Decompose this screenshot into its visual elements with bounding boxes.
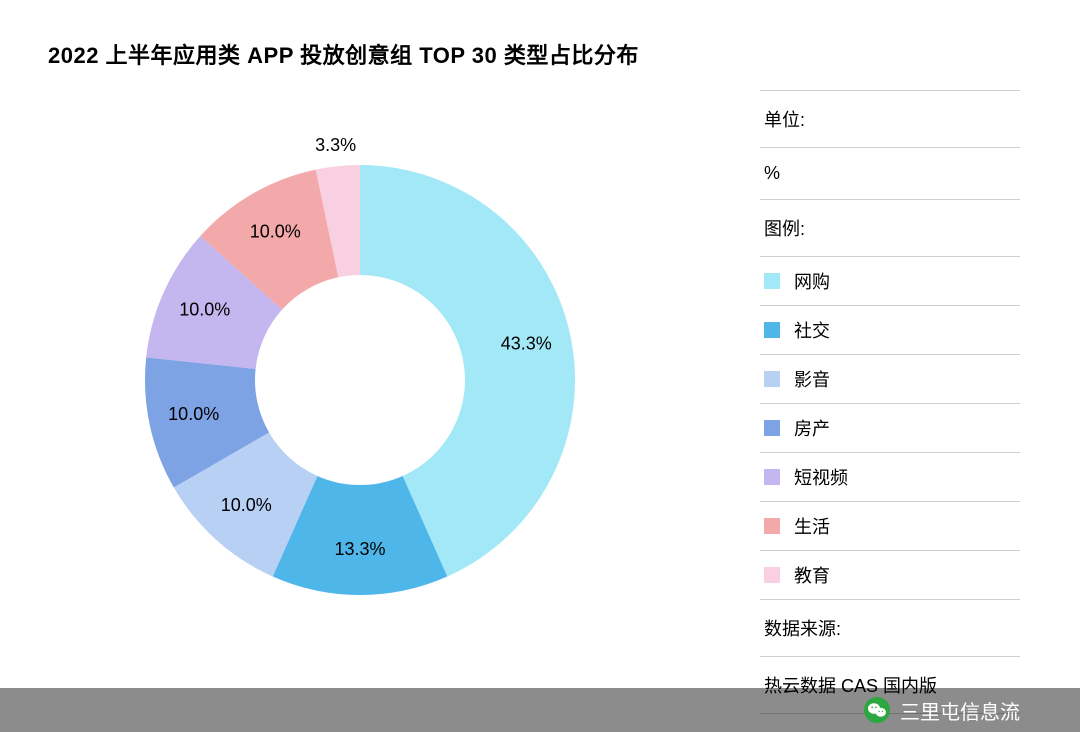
slice-label: 43.3%	[501, 333, 552, 353]
legend-swatch	[764, 518, 780, 534]
footer-bar: 三里屯信息流	[0, 688, 1080, 732]
legend-label: 网购	[794, 268, 830, 294]
legend-item: 社交	[760, 305, 1020, 354]
slice-label: 3.3%	[315, 135, 356, 155]
legend-item: 网购	[760, 256, 1020, 305]
slice-label: 10.0%	[179, 299, 230, 319]
legend-swatch	[764, 273, 780, 289]
legend-swatch	[764, 420, 780, 436]
side-panel: 单位: % 图例: 网购社交影音房产短视频生活教育 数据来源: 热云数据 CAS…	[760, 90, 1020, 714]
legend-label: 短视频	[794, 464, 848, 490]
donut-chart: 43.3% 13.3% 10.0% 10.0% 10.0% 10.0% 3.3%	[60, 90, 660, 650]
legend-item: 房产	[760, 403, 1020, 452]
legend-list: 网购社交影音房产短视频生活教育	[760, 256, 1020, 599]
legend-label: 社交	[794, 317, 830, 343]
legend-item: 教育	[760, 550, 1020, 599]
slice-label: 10.0%	[221, 495, 272, 515]
legend-item: 影音	[760, 354, 1020, 403]
chart-title: 2022 上半年应用类 APP 投放创意组 TOP 30 类型占比分布	[48, 38, 639, 70]
legend-swatch	[764, 567, 780, 583]
source-header: 数据来源:	[760, 599, 1020, 656]
legend-label: 房产	[794, 415, 830, 441]
legend-swatch	[764, 371, 780, 387]
legend-label: 影音	[794, 366, 830, 392]
slice-label: 10.0%	[250, 221, 301, 241]
footer-label: 三里屯信息流	[900, 696, 1020, 725]
legend-header: 图例:	[760, 199, 1020, 256]
wechat-icon	[864, 697, 890, 723]
legend-item: 生活	[760, 501, 1020, 550]
slice-label: 13.3%	[334, 539, 385, 559]
legend-swatch	[764, 469, 780, 485]
slice-label: 10.0%	[168, 404, 219, 424]
unit-value: %	[760, 147, 1020, 199]
legend-item: 短视频	[760, 452, 1020, 501]
legend-label: 教育	[794, 562, 830, 588]
unit-header: 单位:	[760, 90, 1020, 147]
legend-swatch	[764, 322, 780, 338]
legend-label: 生活	[794, 513, 830, 539]
